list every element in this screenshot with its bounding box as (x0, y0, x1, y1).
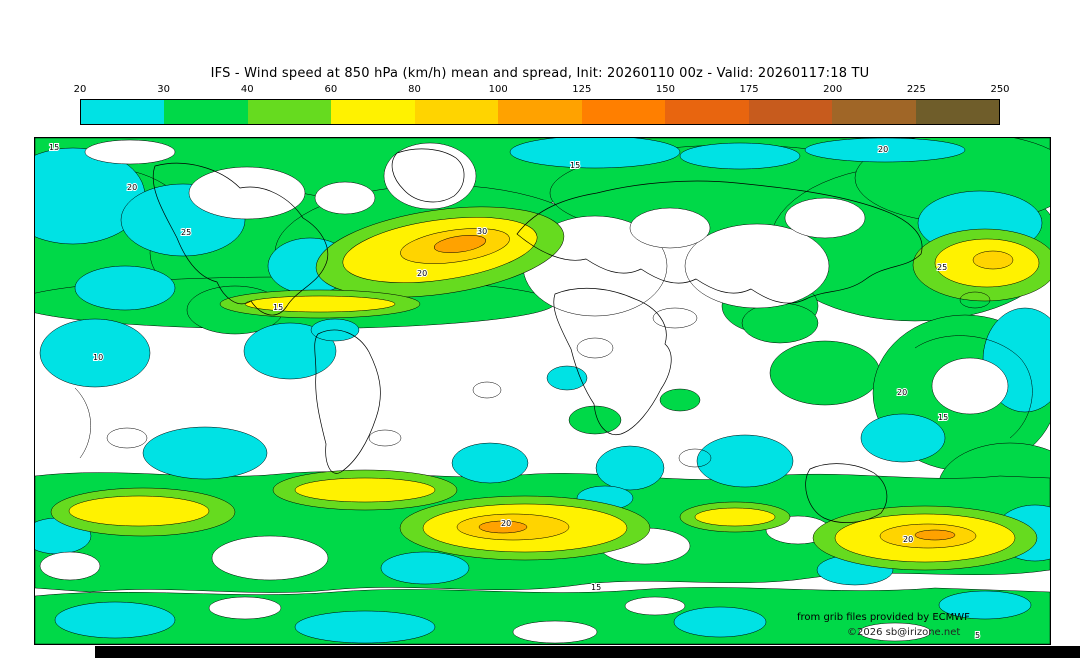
colorbar-segment (498, 100, 582, 124)
contour-label: 10 (93, 353, 103, 362)
colorbar-tick-label: 100 (488, 84, 508, 95)
colorbar-segment (665, 100, 749, 124)
contour-labels: 15 20 25 15 30 20 15 20 25 20 15 10 20 20 15 5 (48, 142, 981, 641)
attribution-source: from grib files provided by ECMWF (797, 612, 970, 623)
coast-australia (805, 463, 888, 523)
antarctic-green-band (35, 587, 1050, 644)
attribution-copyright: ©2026 sb@irizone.net (847, 627, 960, 638)
colorbar-tick-label: 30 (157, 84, 170, 95)
coast-north-america (152, 162, 329, 316)
contour-label: 5 (975, 631, 980, 640)
map-frame: 15 20 25 15 30 20 15 20 25 20 15 10 20 20 15 5 from gri… (34, 137, 1051, 645)
orange-cores (433, 235, 956, 541)
contour-label: 20 (897, 388, 907, 397)
contour-label: 20 (127, 183, 137, 192)
colorbar-tick-label: 225 (906, 84, 926, 95)
contour-label: 20 (417, 269, 427, 278)
colorbar-tick-label: 20 (73, 84, 87, 95)
contour-label: 20 (903, 535, 913, 544)
contour-label: 15 (570, 161, 580, 170)
contour-label: 15 (273, 303, 283, 312)
coast-greenland (391, 148, 465, 203)
colorbar-segment (81, 100, 165, 124)
colorbar-tick-label: 200 (823, 84, 843, 95)
colorbar-segment (832, 100, 916, 124)
wind-map: 15 20 25 15 30 20 15 20 25 20 15 10 20 20 15 5 from gri… (35, 138, 1050, 644)
contour-label: 30 (477, 227, 487, 236)
colorbar-segment (247, 100, 332, 124)
colorbar-tick-label: 60 (324, 84, 338, 95)
colorbar-segment (414, 100, 499, 124)
colorbar-tick-label: 80 (408, 84, 421, 95)
contour-label: 15 (938, 413, 948, 422)
contour-label: 15 (591, 583, 601, 592)
colorbar-tick-label: 125 (572, 84, 592, 95)
colorbar-tick-label: 40 (240, 84, 254, 95)
coast-south-america (314, 329, 381, 474)
contour-label: 20 (878, 145, 888, 154)
colorbar: 20 30 40 60 80 100 125 150 175 200 225 250 (74, 84, 1010, 125)
contour-label: 25 (937, 263, 947, 272)
contour-label: 15 (49, 143, 59, 152)
bottom-bar (95, 646, 1080, 658)
colorbar-tick-label: 175 (739, 84, 759, 95)
colorbar-segment (164, 100, 248, 124)
contour-label: 20 (501, 519, 511, 528)
colorbar-segment (915, 100, 999, 124)
colorbar-segment (581, 100, 666, 124)
colorbar-tick-label: 250 (990, 84, 1010, 95)
colorbar-segment (748, 100, 833, 124)
colorbar-tick-label: 150 (655, 84, 675, 95)
coastlines (152, 148, 923, 523)
contour-label: 25 (181, 228, 191, 237)
coast-eurasia (516, 180, 923, 304)
colorbar-gradient (80, 99, 1000, 125)
coast-africa (553, 287, 672, 436)
colorbar-ticks: 20 30 40 60 80 100 125 150 175 200 225 250 (74, 84, 1010, 97)
colorbar-segment (331, 100, 415, 124)
chart-title: IFS - Wind speed at 850 hPa (km/h) mean … (210, 66, 870, 81)
